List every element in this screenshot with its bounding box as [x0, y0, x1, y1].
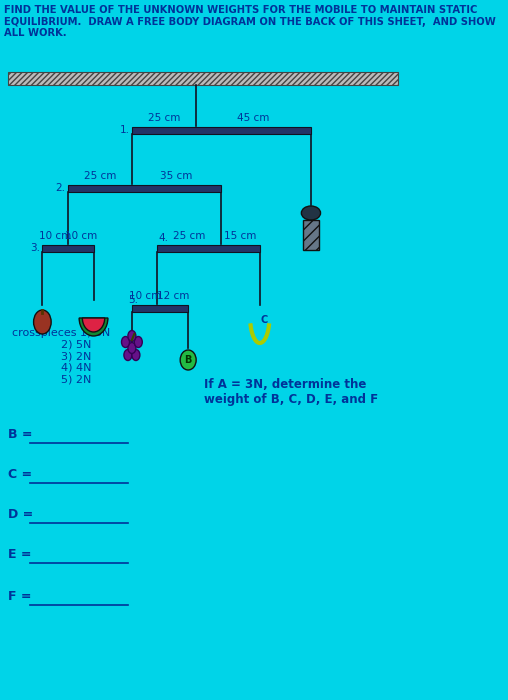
Text: If A = 3N, determine the
weight of B, C, D, E, and F: If A = 3N, determine the weight of B, C,… — [204, 378, 378, 406]
Text: 2.: 2. — [55, 183, 66, 193]
Bar — [68, 185, 221, 192]
Text: 45 cm: 45 cm — [237, 113, 270, 123]
Text: B: B — [184, 355, 192, 365]
Text: F =: F = — [8, 590, 36, 603]
Text: 12 cm: 12 cm — [156, 291, 189, 301]
Text: crosspieces 1) 6N
              2) 5N
              3) 2N
              4) 4N
  : crosspieces 1) 6N 2) 5N 3) 2N 4) 4N — [12, 328, 110, 384]
Text: 4.: 4. — [158, 233, 169, 243]
Text: 10 cm: 10 cm — [65, 231, 97, 241]
Ellipse shape — [180, 350, 196, 370]
Text: C: C — [260, 315, 267, 325]
Ellipse shape — [128, 330, 136, 342]
Bar — [157, 244, 260, 251]
Text: 25 cm: 25 cm — [173, 231, 206, 241]
Text: 25 cm: 25 cm — [148, 113, 180, 123]
FancyBboxPatch shape — [8, 72, 398, 85]
Ellipse shape — [134, 337, 142, 347]
Bar — [132, 127, 311, 134]
Text: 25 cm: 25 cm — [84, 171, 116, 181]
Wedge shape — [82, 318, 105, 332]
Ellipse shape — [121, 337, 130, 347]
Text: FIND THE VALUE OF THE UNKNOWN WEIGHTS FOR THE MOBILE TO MAINTAIN STATIC
EQUILIBR: FIND THE VALUE OF THE UNKNOWN WEIGHTS FO… — [4, 5, 496, 38]
Ellipse shape — [34, 310, 51, 334]
Ellipse shape — [132, 349, 140, 360]
Text: 1.: 1. — [119, 125, 130, 135]
Bar — [132, 304, 188, 312]
Text: 35 cm: 35 cm — [161, 171, 193, 181]
Text: D =: D = — [8, 508, 38, 521]
Ellipse shape — [128, 342, 136, 354]
Wedge shape — [79, 318, 108, 336]
Text: 3.: 3. — [30, 243, 40, 253]
Bar — [42, 244, 93, 251]
Text: B =: B = — [8, 428, 37, 441]
Ellipse shape — [301, 206, 321, 220]
Text: 10 cm: 10 cm — [129, 291, 161, 301]
Text: 15 cm: 15 cm — [225, 231, 257, 241]
Ellipse shape — [124, 349, 132, 360]
Text: C =: C = — [8, 468, 37, 481]
Text: E =: E = — [8, 548, 36, 561]
Text: 5.: 5. — [129, 295, 138, 305]
Text: 10 cm: 10 cm — [39, 231, 71, 241]
Bar — [303, 220, 319, 250]
